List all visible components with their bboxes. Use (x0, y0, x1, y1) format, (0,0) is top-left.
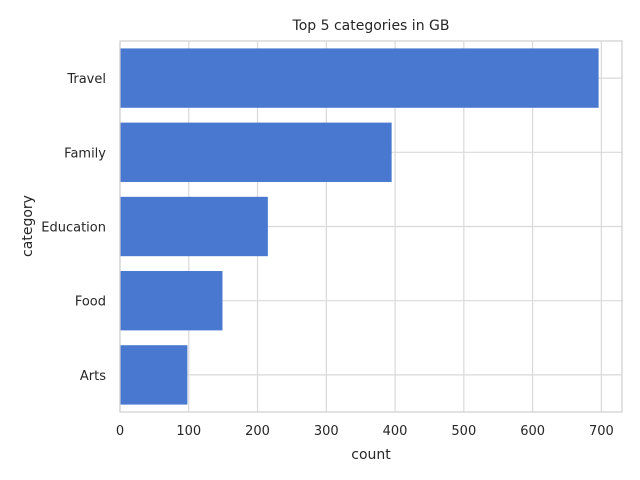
bar-education (120, 196, 268, 257)
x-tick-label: 700 (589, 424, 614, 439)
y-tick-label-travel: Travel (66, 72, 106, 87)
bar-travel (120, 48, 599, 108)
x-axis-label: count (351, 447, 391, 463)
x-tick-label: 400 (383, 424, 408, 439)
chart-title: Top 5 categories in GB (292, 18, 450, 34)
bar-arts (120, 345, 188, 405)
y-tick-label-arts: Arts (80, 369, 106, 384)
bars (120, 48, 599, 405)
x-tick-labels: 0 100 200 300 400 500 600 700 (116, 424, 614, 439)
x-tick-label: 600 (520, 424, 545, 439)
y-tick-label-food: Food (75, 295, 106, 310)
y-axis-label: category (20, 195, 36, 257)
x-tick-label: 500 (451, 424, 476, 439)
x-tick-label: 100 (176, 424, 201, 439)
x-tick-label: 200 (245, 424, 270, 439)
x-tick-label: 0 (116, 424, 124, 439)
y-tick-label-education: Education (41, 221, 106, 236)
plot-frame (119, 40, 623, 413)
bar-family (120, 122, 392, 182)
bar-food (120, 271, 223, 331)
y-tick-labels: Travel Family Education Food Arts (41, 72, 106, 384)
y-tick-label-family: Family (64, 146, 106, 161)
x-tick-label: 300 (314, 424, 339, 439)
